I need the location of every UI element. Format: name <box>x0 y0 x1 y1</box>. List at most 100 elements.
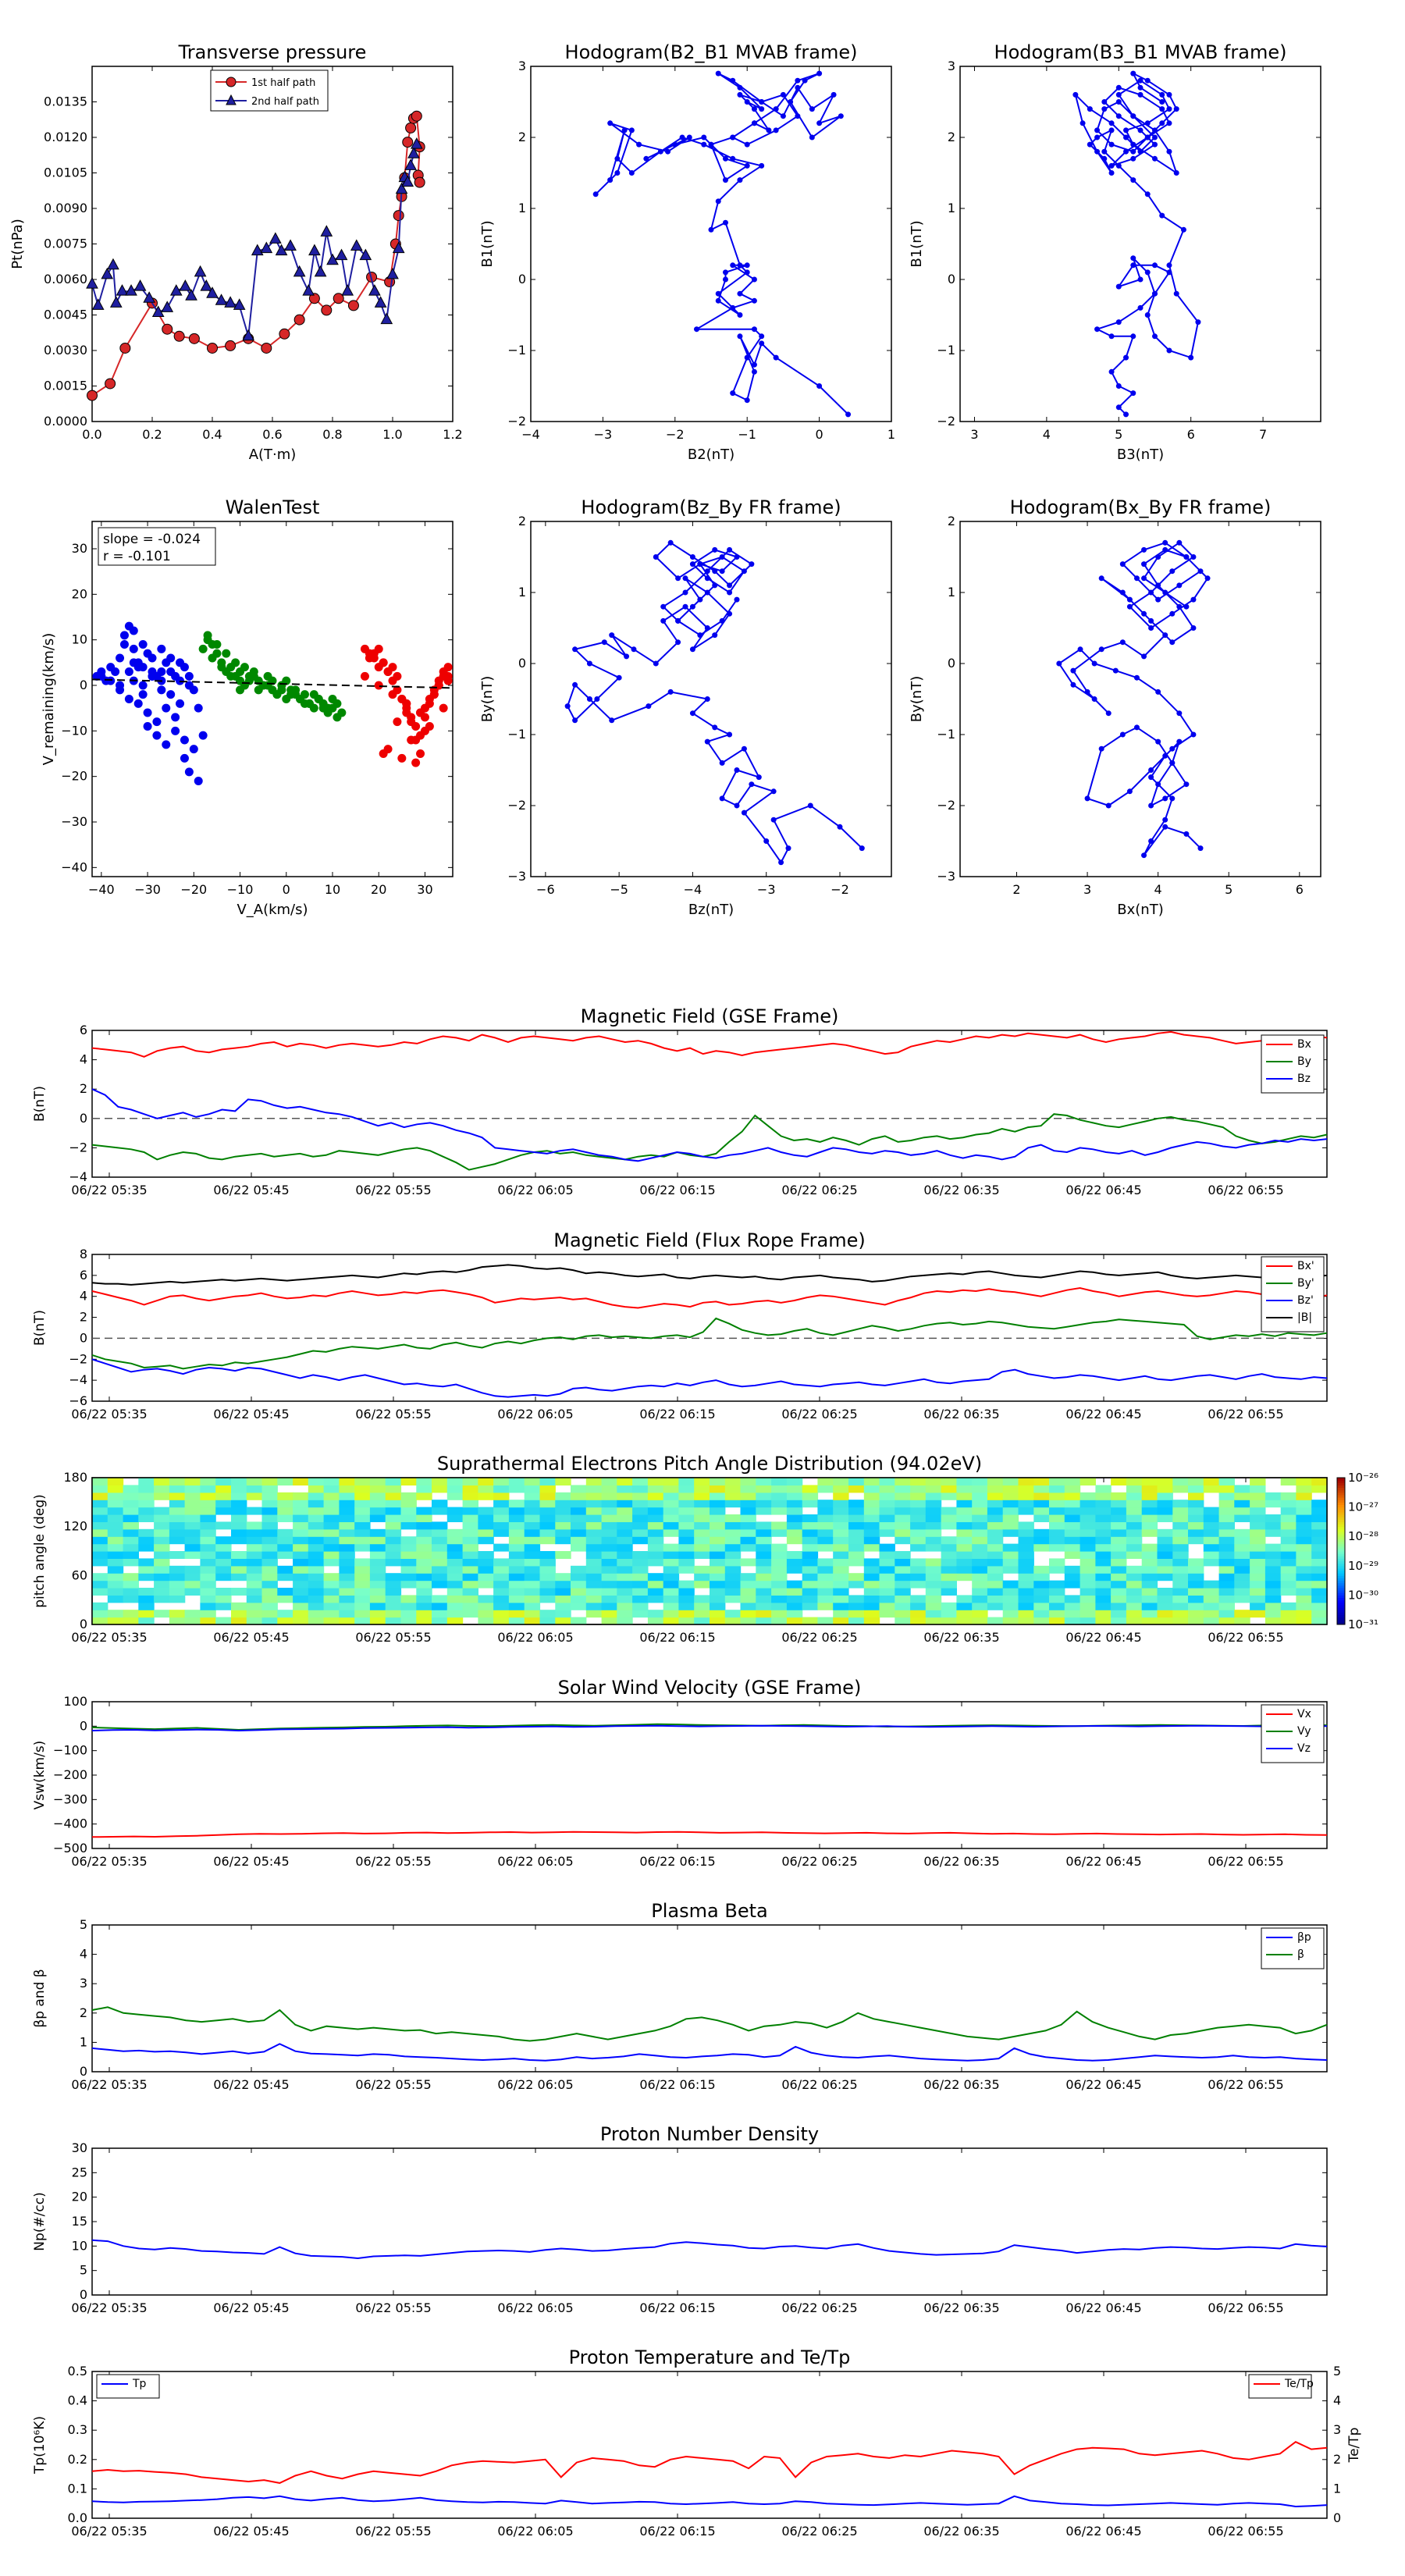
pad-cell <box>756 1573 772 1582</box>
h2-point <box>1173 290 1179 297</box>
h3-point <box>660 617 667 624</box>
pad-cell <box>1095 1551 1112 1559</box>
h2-point <box>1130 141 1136 148</box>
pad-cell <box>1188 1528 1204 1537</box>
bgse-series-Bx <box>91 1030 1328 1058</box>
walen-point <box>388 676 397 685</box>
pad-cell <box>956 1528 973 1537</box>
pad-cell <box>571 1536 587 1545</box>
pad-cell <box>1203 1528 1220 1537</box>
pad-cell <box>956 1485 973 1493</box>
pad-cell <box>972 1602 988 1610</box>
pad-cell <box>462 1565 478 1574</box>
pad-colorbar-step <box>1337 1551 1345 1554</box>
pad-cell <box>632 1514 649 1522</box>
h1-point <box>708 141 714 148</box>
pad-cell <box>1095 1580 1112 1589</box>
pad-cell <box>1141 1528 1158 1537</box>
pad-cell <box>293 1492 309 1500</box>
pad-cell <box>601 1543 617 1552</box>
pad-cell <box>246 1551 263 1559</box>
pad-cell <box>925 1478 942 1485</box>
pad-cell <box>1033 1485 1050 1493</box>
pad-cell <box>710 1500 726 1508</box>
bfr-series-2 <box>91 1358 1328 1398</box>
h1-point <box>737 333 743 340</box>
pad-cell <box>571 1573 587 1582</box>
pad-cell <box>493 1610 510 1618</box>
pt-ytick-label: 0.0105 <box>44 165 87 180</box>
pad-cell <box>354 1595 371 1603</box>
pad-cell <box>1264 1551 1282 1559</box>
h4-point <box>1091 660 1097 667</box>
pad-cell <box>663 1543 680 1552</box>
pad-cell <box>1111 1602 1127 1610</box>
pad-cell <box>1234 1610 1250 1618</box>
pad-cell <box>740 1617 756 1625</box>
pad-cell <box>1018 1521 1034 1530</box>
h3-point <box>682 575 688 582</box>
pad-cell <box>1080 1521 1096 1530</box>
pad-cell <box>400 1565 417 1574</box>
pad-cell <box>771 1528 788 1537</box>
np-ytick-label: 10 <box>72 2238 87 2253</box>
pad-cell <box>1188 1610 1204 1618</box>
pad-cell <box>446 1551 464 1559</box>
pad-cell <box>524 1595 541 1603</box>
pad-cell <box>710 1543 726 1552</box>
pad-cell <box>200 1551 216 1559</box>
pad-cell <box>400 1580 417 1589</box>
pad-cell <box>956 1507 973 1515</box>
pt-point <box>179 279 192 291</box>
pad-cell <box>1126 1551 1143 1559</box>
pad-cell <box>107 1528 124 1537</box>
pad-cell <box>1002 1485 1019 1493</box>
h4-point <box>1084 688 1090 695</box>
pad-cell <box>802 1617 819 1625</box>
pad-cell <box>369 1617 386 1625</box>
pad-cell <box>169 1536 186 1545</box>
pad-cell <box>1033 1507 1050 1515</box>
pad-cell <box>833 1521 849 1530</box>
pad-cell <box>446 1610 464 1618</box>
pad-cell <box>107 1536 124 1545</box>
pad-cell <box>678 1558 695 1567</box>
h1-point <box>759 340 765 347</box>
vsw-xtick-label: 06/22 06:35 <box>923 1854 999 1869</box>
h1-ytick-label: 3 <box>518 59 526 73</box>
pad-cell <box>585 1543 603 1552</box>
vsw-legend-label: Vx <box>1297 1708 1311 1720</box>
pad-cell <box>123 1528 139 1537</box>
pt-point <box>321 304 333 316</box>
pad-cell <box>308 1514 325 1522</box>
pad-cell <box>972 1610 988 1618</box>
h2-point <box>1130 177 1136 183</box>
pad-cell <box>215 1536 232 1545</box>
pad-cell <box>786 1485 803 1493</box>
bgse-title: Magnetic Field (GSE Frame) <box>581 1005 839 1027</box>
pad-cell <box>231 1500 247 1508</box>
pad-cell <box>617 1610 633 1618</box>
pad-cell <box>694 1500 710 1508</box>
pad-cell <box>493 1478 510 1485</box>
pad-cell <box>1080 1617 1096 1625</box>
pt-xtick-label: 0.6 <box>262 427 282 442</box>
pad-cell <box>786 1595 803 1603</box>
pad-cell <box>895 1602 911 1610</box>
bgse-ytick-label: 0 <box>80 1111 87 1126</box>
pad-cell <box>1126 1485 1143 1493</box>
h1-point <box>737 262 743 269</box>
pad-cell <box>1157 1610 1173 1618</box>
pad-cell <box>1188 1588 1204 1596</box>
beta-xtick-label: 06/22 06:45 <box>1065 2077 1141 2092</box>
pt-point <box>188 333 200 344</box>
pad-cell <box>1203 1617 1220 1625</box>
pt-ytick-label: 0.0015 <box>44 379 87 393</box>
pad-cell <box>956 1602 973 1610</box>
pad-cell <box>1095 1573 1112 1582</box>
h2-point <box>1144 77 1151 84</box>
pad-cell <box>694 1565 710 1574</box>
pad-cell <box>848 1602 865 1610</box>
h3-point <box>704 568 710 575</box>
